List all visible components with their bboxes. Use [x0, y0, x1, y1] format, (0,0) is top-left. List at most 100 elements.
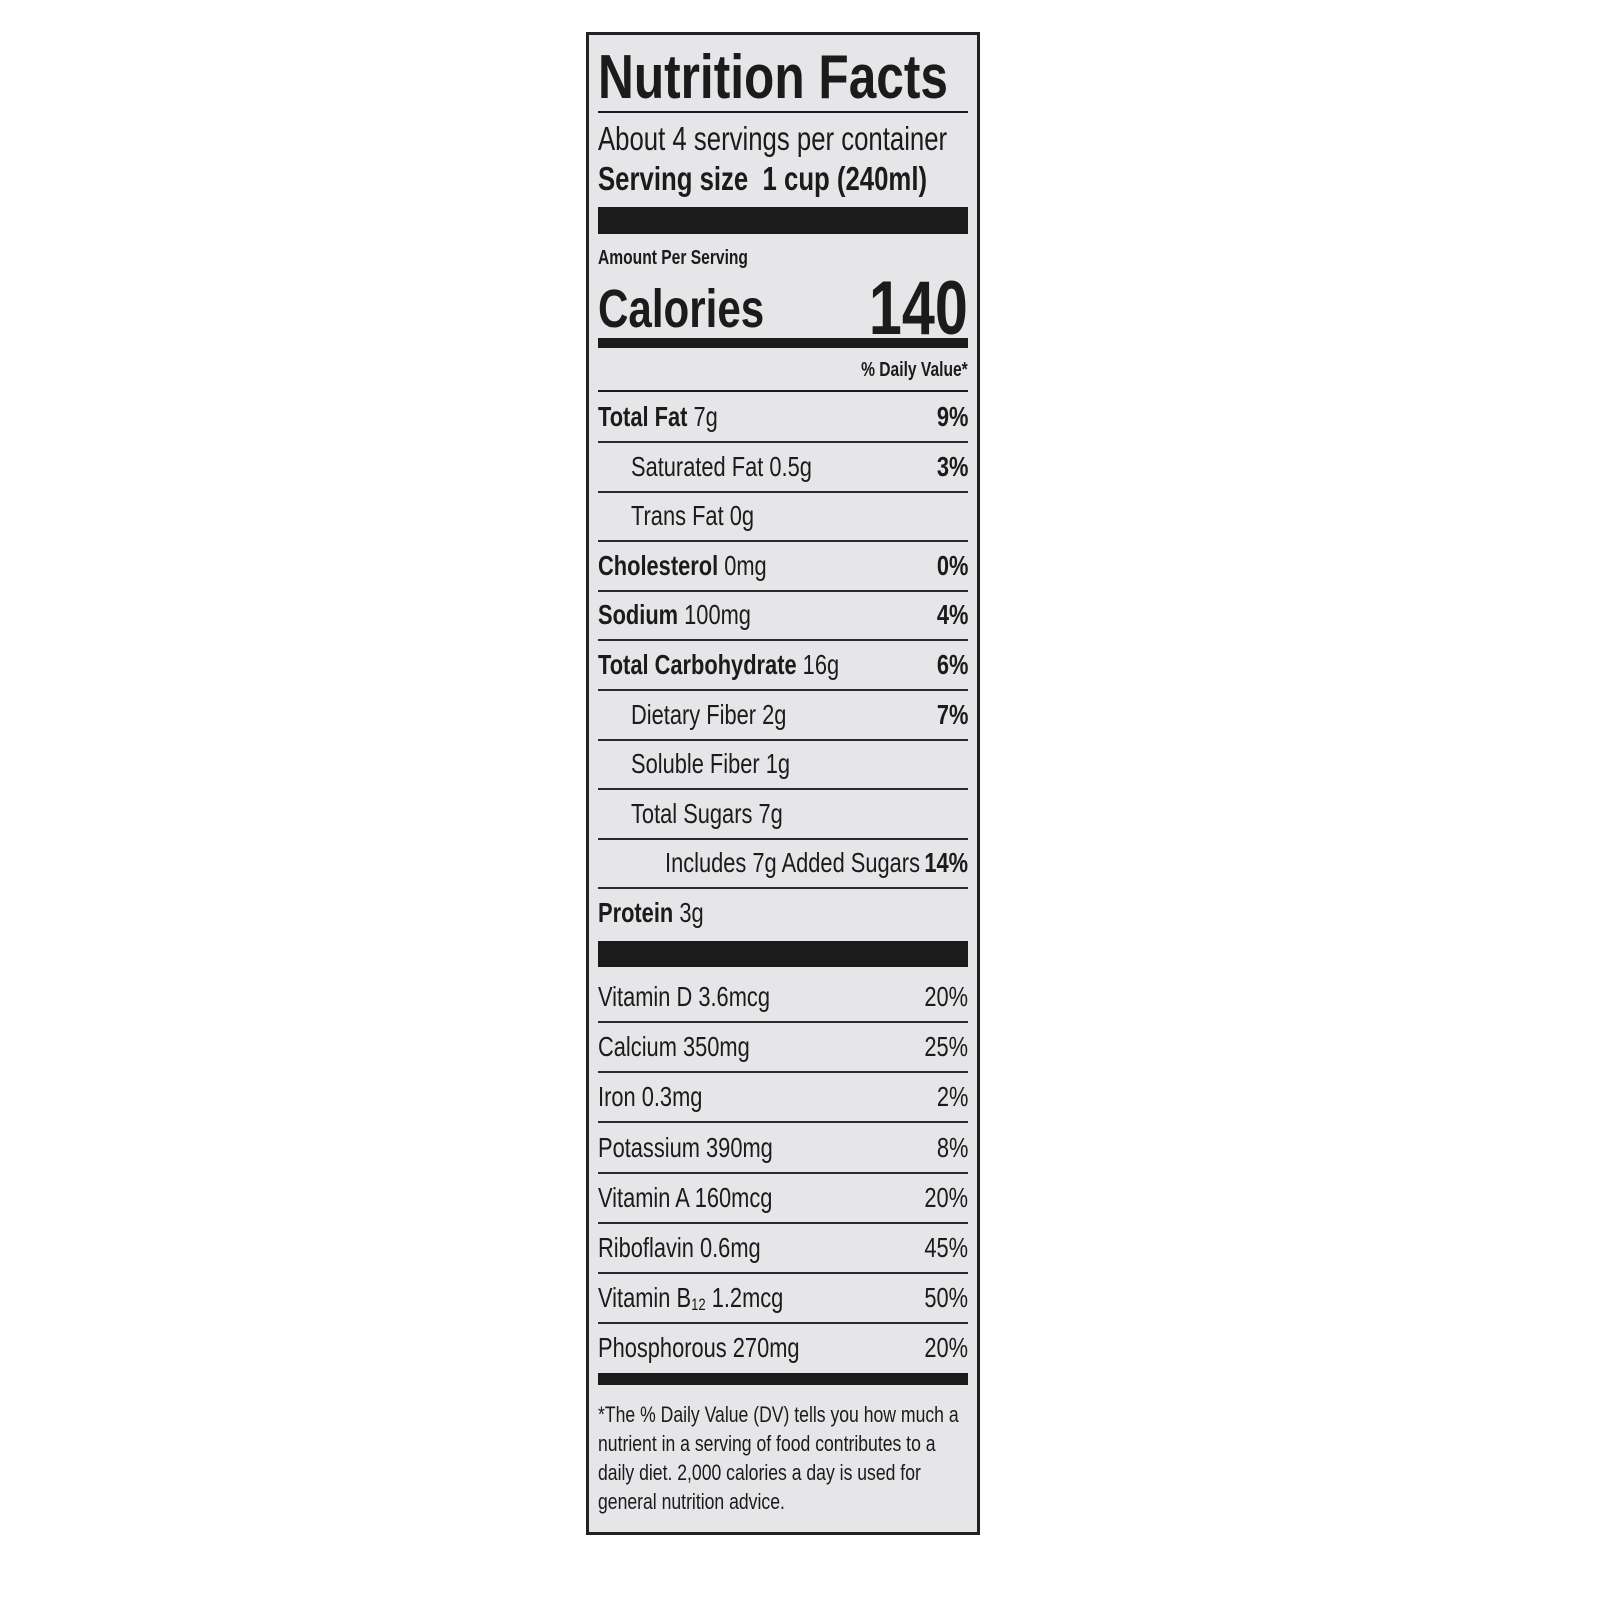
- nutrition-facts-label: Nutrition Facts About 4 servings per con…: [586, 32, 980, 1535]
- vitamin-label: Potassium: [598, 1131, 700, 1163]
- nutrient-amount: 3g: [679, 897, 704, 928]
- amount-per-serving: Amount Per Serving: [598, 247, 968, 270]
- daily-value-text: 14%: [924, 847, 968, 879]
- daily-value-text: 2%: [936, 1081, 968, 1113]
- calories-label: Calories: [598, 279, 765, 339]
- footnote-text: *The % Daily Value (DV) tells you how mu…: [598, 1402, 959, 1514]
- nutrient-name: Saturated Fat 0.5g: [631, 442, 863, 491]
- nutrient-label: Total Fat: [598, 401, 688, 432]
- nutrient-daily-value: 7%: [928, 690, 968, 739]
- vitamin-text: Riboflavin 0.6mg: [598, 1223, 761, 1272]
- label-title: Nutrition Facts: [598, 43, 968, 113]
- nutrient-label: Protein: [598, 897, 674, 928]
- nutrient-daily-value: 3%: [928, 442, 968, 491]
- daily-value-text: 8%: [936, 1131, 968, 1163]
- nutrient-text: Total Carbohydrate 16g: [598, 640, 839, 689]
- nutrient-amount: 0g: [729, 500, 755, 532]
- nutrient-amount: 100mg: [684, 599, 751, 631]
- vitamin-label: Vitamin D: [598, 981, 693, 1012]
- nutrient-row: Soluble Fiber 1g: [598, 739, 968, 791]
- daily-value-text: 7%: [936, 698, 968, 730]
- vitamin-amount: 160mcg: [694, 1181, 773, 1213]
- nutrient-text: Includes 7g Added Sugars: [665, 838, 920, 887]
- daily-value-text: 6%: [936, 649, 968, 680]
- nutrient-label: Cholesterol: [598, 549, 719, 581]
- nutrient-row: Trans Fat 0g: [598, 491, 968, 543]
- vitamin-label: Vitamin B: [598, 1282, 692, 1314]
- vitamin-daily-value: 8%: [928, 1123, 968, 1172]
- serving-size-value: 1 cup (240ml): [762, 160, 928, 197]
- nutrient-daily-value: 0%: [928, 541, 968, 590]
- nutrient-name: Soluble Fiber 1g: [631, 739, 835, 788]
- vitamin-row: Iron 0.3mg 2%: [598, 1072, 968, 1124]
- nutrient-amount: 0mg: [724, 549, 767, 581]
- nutrient-name: Dietary Fiber 2g: [631, 690, 830, 739]
- nutrient-text: Trans Fat 0g: [631, 491, 754, 540]
- vitamin-daily-value: 20%: [912, 1173, 968, 1222]
- nutrient-row: Includes 7g Added Sugars 14%: [598, 838, 968, 890]
- daily-value-text: 20%: [924, 1181, 968, 1213]
- vitamin-amount: 1.2mcg: [711, 1282, 784, 1314]
- nutrient-label: Includes 7g Added Sugars: [665, 847, 920, 879]
- vitamin-name: Vitamin A 160mcg: [598, 1173, 822, 1222]
- vitamin-label: Riboflavin: [598, 1232, 694, 1263]
- nutrient-amount: 0.5g: [769, 450, 812, 482]
- daily-value-text: 9%: [936, 401, 968, 432]
- nutrient-label: Sodium: [598, 599, 679, 631]
- nutrient-text: Total Fat 7g: [598, 392, 718, 441]
- vitamin-amount: 0.3mg: [641, 1081, 703, 1113]
- medium-divider: [598, 1373, 968, 1385]
- vitamin-amount: 390mg: [706, 1131, 773, 1163]
- nutrient-daily-value: 14%: [912, 838, 968, 887]
- calories-value: 140: [869, 266, 968, 351]
- title-text: Nutrition Facts: [598, 43, 948, 112]
- servings-text: About 4 servings per container: [598, 120, 948, 157]
- calories-row: Calories 140: [598, 266, 968, 351]
- vitamin-row: Phosphorous 270mg 20%: [598, 1323, 968, 1372]
- nutrient-daily-value: 6%: [928, 640, 968, 689]
- nutrient-name: Total Carbohydrate 16g: [598, 640, 907, 689]
- vitamin-daily-value: 20%: [912, 972, 968, 1021]
- daily-value-text: 25%: [924, 1031, 968, 1063]
- nutrient-daily-value: 9%: [928, 392, 968, 441]
- daily-value-text: 0%: [936, 549, 968, 581]
- vitamin-row: Vitamin A 160mcg 20%: [598, 1173, 968, 1224]
- vitamin-text: Vitamin D 3.6mcg: [598, 972, 770, 1021]
- daily-value-header-text: % Daily Value*: [861, 359, 968, 381]
- vitamin-daily-value: 2%: [928, 1072, 968, 1121]
- nutrient-row: Total Carbohydrate 16g 6%: [598, 640, 968, 691]
- nutrient-amount: 16g: [802, 649, 840, 680]
- divider: [598, 111, 968, 113]
- nutrient-name: Trans Fat 0g: [631, 491, 789, 540]
- vitamin-name: Riboflavin 0.6mg: [598, 1223, 807, 1272]
- nutrient-name: Sodium 100mg: [598, 590, 794, 639]
- vitamin-text: Vitamin B12 1.2mcg: [598, 1273, 783, 1329]
- vitamin-label: Iron: [598, 1081, 636, 1113]
- vitamin-text: Iron 0.3mg: [598, 1072, 702, 1121]
- nutrient-name: Cholesterol 0mg: [598, 541, 814, 590]
- nutrient-row: Saturated Fat 0.5g 3%: [598, 442, 968, 493]
- vitamin-daily-value: 25%: [912, 1022, 968, 1071]
- nutrient-row: Protein 3g: [598, 888, 968, 937]
- nutrient-text: Saturated Fat 0.5g: [631, 442, 812, 491]
- vitamin-name: Potassium 390mg: [598, 1123, 822, 1172]
- amount-per-serving-text: Amount Per Serving: [598, 247, 748, 269]
- vitamin-text: Potassium 390mg: [598, 1123, 773, 1172]
- nutrient-row: Sodium 100mg 4%: [598, 590, 968, 642]
- vitamin-name: Vitamin D 3.6mcg: [598, 972, 818, 1021]
- daily-value-text: 20%: [924, 981, 968, 1012]
- daily-value-text: 4%: [936, 599, 968, 631]
- vitamin-row: Potassium 390mg 8%: [598, 1123, 968, 1174]
- nutrient-daily-value: 4%: [928, 590, 968, 639]
- nutrient-amount: 1g: [765, 748, 791, 780]
- thick-divider: [598, 941, 968, 967]
- nutrient-text: Total Sugars 7g: [631, 789, 783, 838]
- nutrient-row: Cholesterol 0mg 0%: [598, 541, 968, 592]
- vitamin-text: Phosphorous 270mg: [598, 1323, 800, 1372]
- vitamin-label: Calcium: [598, 1031, 677, 1063]
- daily-value-text: 3%: [936, 450, 968, 482]
- serving-size-label: Serving size: [598, 160, 749, 197]
- vitamin-row: Riboflavin 0.6mg 45%: [598, 1223, 968, 1274]
- nutrient-label: Trans Fat: [631, 500, 724, 532]
- servings-per-container: About 4 servings per container: [598, 119, 968, 159]
